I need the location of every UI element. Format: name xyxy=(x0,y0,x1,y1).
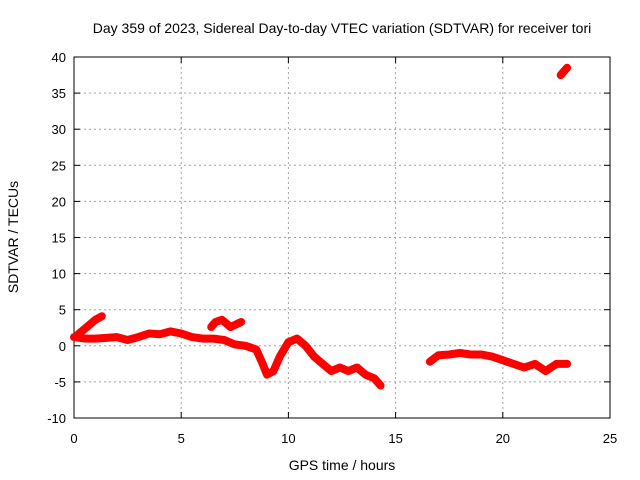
x-axis-label: GPS time / hours xyxy=(289,457,396,473)
data-point xyxy=(446,351,453,358)
data-point xyxy=(456,350,463,357)
chart-title: Day 359 of 2023, Sidereal Day-to-day VTE… xyxy=(93,20,592,36)
series-high-cluster xyxy=(556,63,572,80)
x-tick-label: 15 xyxy=(388,431,402,446)
data-point xyxy=(311,353,318,360)
y-tick-label: -10 xyxy=(47,411,66,426)
data-point xyxy=(302,342,309,349)
data-point xyxy=(499,357,506,364)
data-point xyxy=(83,324,90,331)
series-spikes-7h xyxy=(207,315,246,331)
y-tick-label: 40 xyxy=(52,50,66,65)
y-tick-label: 15 xyxy=(52,231,66,246)
data-point xyxy=(221,337,228,344)
data-point xyxy=(270,368,277,375)
data-point xyxy=(92,316,99,323)
data-point xyxy=(188,334,195,341)
data-point xyxy=(362,371,369,378)
data-point xyxy=(263,371,270,378)
x-tick-label: 10 xyxy=(281,431,295,446)
data-point xyxy=(276,353,283,360)
series-afternoon-band xyxy=(425,349,572,376)
data-point xyxy=(293,335,300,342)
data-point xyxy=(377,382,384,389)
data-point xyxy=(199,335,206,342)
y-axis-label: SDTVAR / TECUs xyxy=(5,181,21,293)
data-point xyxy=(103,334,110,341)
series-band xyxy=(74,312,106,339)
data-point xyxy=(124,337,131,344)
x-axis-ticks: 0 5 10 15 20 25 xyxy=(70,57,617,446)
data-point xyxy=(208,324,215,331)
data-point xyxy=(553,360,560,367)
data-point xyxy=(426,358,433,365)
data-point xyxy=(178,330,185,337)
data-point xyxy=(135,334,142,341)
data-point xyxy=(542,368,549,375)
data-point xyxy=(259,360,266,367)
data-point xyxy=(242,342,249,349)
data-point xyxy=(238,318,245,325)
data-point xyxy=(478,351,485,358)
data-point xyxy=(210,335,217,342)
data-point xyxy=(564,360,571,367)
x-tick-label: 0 xyxy=(70,431,77,446)
data-point xyxy=(531,360,538,367)
data-point xyxy=(227,324,234,331)
y-tick-label: 20 xyxy=(52,194,66,209)
data-point xyxy=(521,364,528,371)
y-tick-label: 10 xyxy=(52,267,66,282)
data-marks xyxy=(70,63,572,390)
data-point xyxy=(75,331,82,338)
data-point xyxy=(98,313,105,320)
data-point xyxy=(371,375,378,382)
data-point xyxy=(467,351,474,358)
y-tick-label: 5 xyxy=(59,303,66,318)
data-point xyxy=(328,368,335,375)
data-point xyxy=(560,68,567,75)
data-point xyxy=(435,352,442,359)
data-point xyxy=(354,364,361,371)
data-point xyxy=(489,353,496,360)
data-point xyxy=(92,335,99,342)
y-axis-ticks: -10 -5 0 5 10 15 20 25 30 35 40 xyxy=(47,50,610,426)
data-point xyxy=(231,341,238,348)
data-point xyxy=(167,328,174,335)
data-point xyxy=(345,368,352,375)
series-early-spur xyxy=(74,312,106,339)
y-tick-label: -5 xyxy=(54,375,66,390)
data-point xyxy=(113,334,120,341)
grid-lines xyxy=(74,57,610,418)
data-point xyxy=(319,360,326,367)
data-point xyxy=(557,72,564,79)
data-point xyxy=(218,316,225,323)
data-point xyxy=(212,318,219,325)
x-tick-label: 20 xyxy=(496,431,510,446)
series-band xyxy=(70,327,385,390)
data-point xyxy=(81,335,88,342)
data-point xyxy=(564,64,571,71)
series-main-band xyxy=(70,327,385,390)
data-point xyxy=(285,339,292,346)
data-point xyxy=(156,331,163,338)
x-tick-label: 25 xyxy=(603,431,617,446)
y-tick-label: 35 xyxy=(52,86,66,101)
y-tick-label: 0 xyxy=(59,339,66,354)
y-tick-label: 30 xyxy=(52,122,66,137)
x-tick-label: 5 xyxy=(178,431,185,446)
y-tick-label: 25 xyxy=(52,158,66,173)
data-point xyxy=(253,346,260,353)
data-point xyxy=(510,360,517,367)
data-point xyxy=(336,364,343,371)
data-point xyxy=(146,330,153,337)
